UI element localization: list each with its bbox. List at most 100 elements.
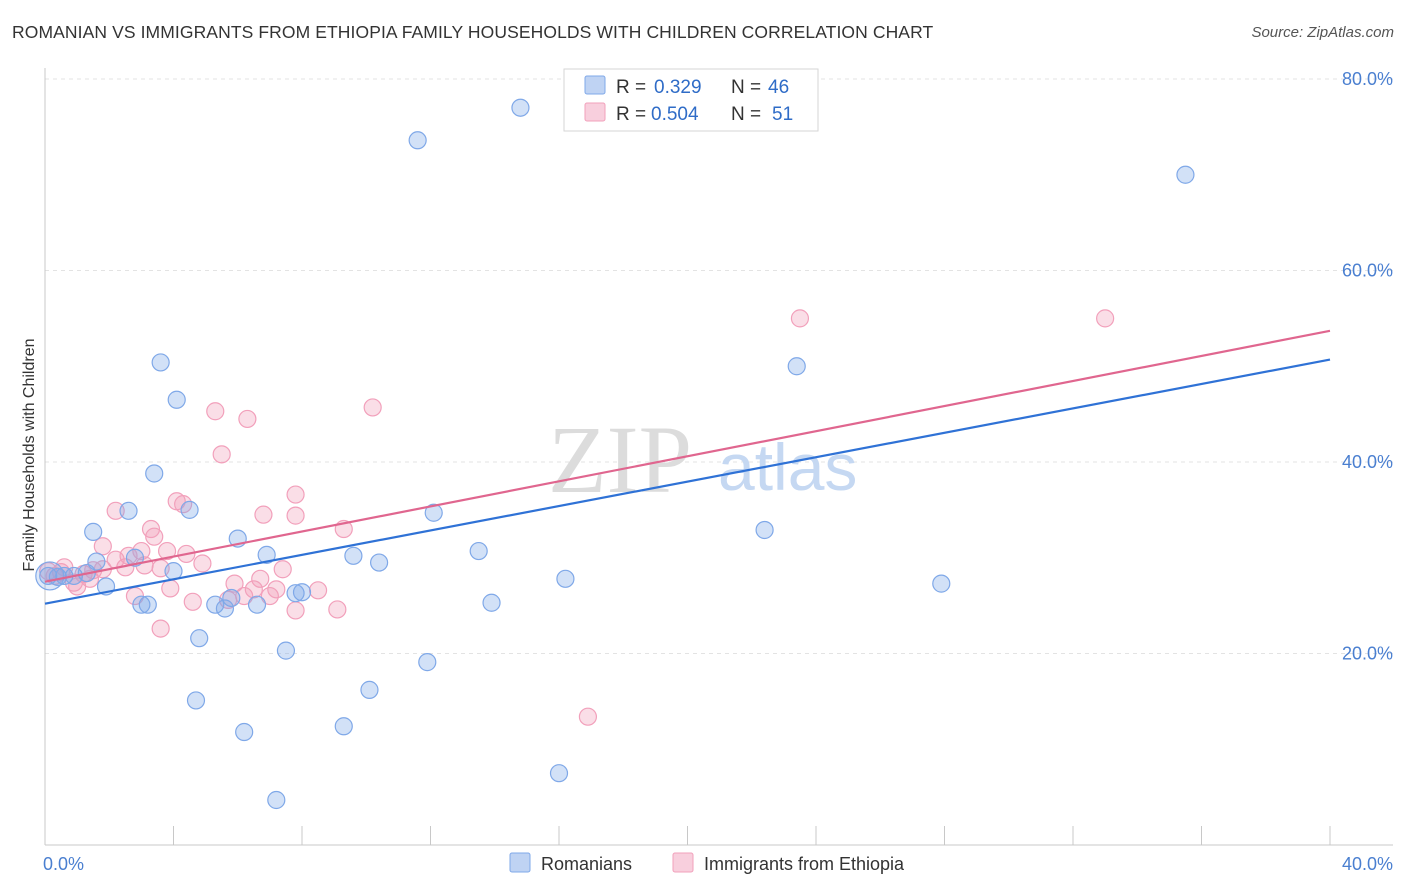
point-ethiopia — [286, 485, 305, 504]
point-ethiopia — [267, 580, 286, 599]
point-romanians — [482, 593, 501, 612]
point-ethiopia — [1096, 309, 1115, 328]
y-axis-title: Family Households with Children — [21, 339, 38, 572]
point-ethiopia — [193, 554, 212, 573]
point-ethiopia — [161, 579, 180, 598]
legend-r-value-1: 0.329 — [654, 77, 702, 98]
point-romanians — [145, 464, 164, 483]
point-ethiopia — [244, 580, 263, 599]
point-ethiopia — [93, 537, 112, 556]
point-ethiopia — [206, 402, 225, 421]
y-tick-labels: 20.0% 40.0% 60.0% 80.0% — [1342, 69, 1393, 664]
point-romanians — [408, 131, 427, 150]
point-romanians — [190, 629, 209, 648]
point-romanians — [215, 599, 234, 618]
bottom-legend-ethiopia: Immigrants from Ethiopia — [704, 854, 905, 874]
point-romanians — [1176, 165, 1195, 184]
point-romanians-cluster — [35, 561, 65, 591]
point-romanians — [84, 522, 103, 541]
bottom-legend-romanians: Romanians — [541, 854, 632, 874]
point-romanians — [186, 691, 206, 710]
x-tick-labels: 0.0% 40.0% — [43, 854, 1393, 874]
y-tick-label: 60.0% — [1342, 261, 1393, 281]
y-tick-label: 80.0% — [1342, 69, 1393, 89]
point-romanians — [247, 595, 267, 614]
point-romanians — [292, 583, 312, 602]
point-ethiopia — [328, 600, 347, 619]
legend-n-value-1: 46 — [768, 77, 789, 98]
point-romanians — [167, 390, 186, 409]
point-romanians — [549, 764, 569, 783]
watermark: ZIP atlas — [548, 406, 857, 513]
bottom-legend-swatch-ethiopia — [672, 852, 694, 873]
point-ethiopia — [151, 619, 170, 638]
point-romanians — [222, 588, 241, 608]
stats-legend: R = 0.329 N = 46 R = 0.504 N = 51 — [563, 68, 819, 132]
legend-swatch-romanians — [584, 75, 606, 95]
point-romanians — [755, 520, 774, 540]
legend-r-label-1: R = — [616, 77, 646, 98]
point-ethiopia — [273, 560, 292, 579]
point-ethiopia — [183, 592, 202, 611]
axes — [44, 68, 1393, 846]
point-romanians — [119, 501, 138, 520]
point-ethiopia — [225, 574, 244, 593]
point-romanians — [344, 546, 363, 565]
point-romanians — [87, 552, 106, 571]
point-romanians — [235, 722, 254, 742]
point-romanians — [151, 353, 170, 372]
point-romanians — [206, 595, 225, 614]
y-tick-label: 40.0% — [1342, 452, 1393, 472]
point-romanians — [787, 357, 806, 376]
point-romanians — [511, 98, 530, 117]
x-tick-label: 40.0% — [1342, 854, 1393, 874]
legend-r-value-2: 0.504 — [651, 104, 699, 125]
point-ethiopia — [286, 506, 305, 525]
point-ethiopia — [106, 501, 125, 520]
point-ethiopia — [790, 309, 810, 328]
point-romanians — [424, 503, 443, 522]
point-romanians — [286, 584, 305, 603]
point-ethiopia — [308, 581, 328, 600]
series-legend: Romanians Immigrants from Ethiopia — [509, 852, 905, 874]
point-romanians — [334, 717, 353, 736]
point-romanians — [932, 574, 951, 593]
trend-lines — [44, 329, 1331, 605]
point-romanians — [556, 569, 575, 588]
watermark-atlas: atlas — [718, 430, 857, 504]
point-ethiopia — [251, 569, 270, 588]
legend-swatch-ethiopia — [584, 102, 606, 122]
gridlines — [45, 78, 1393, 654]
point-romanians — [276, 641, 296, 660]
point-romanians — [257, 545, 276, 564]
point-romanians — [418, 653, 437, 672]
legend-n-label-1: N = — [731, 77, 761, 98]
point-romanians — [132, 595, 151, 614]
source-label: Source: ZipAtlas.com — [1251, 24, 1394, 41]
point-ethiopia — [254, 505, 273, 524]
trend-line-romanians — [44, 358, 1331, 605]
point-ethiopia — [578, 707, 598, 726]
point-romanians — [267, 790, 286, 810]
legend-r-label-2: R = — [616, 104, 646, 125]
point-romanians — [370, 553, 389, 572]
legend-n-label-2: N = — [731, 104, 761, 125]
point-ethiopia — [260, 586, 279, 606]
bottom-legend-swatch-romanians — [509, 852, 531, 873]
point-romanians — [125, 548, 145, 567]
point-romanians — [138, 595, 157, 614]
point-ethiopia — [363, 398, 382, 417]
point-ethiopia — [141, 519, 161, 539]
trend-line-ethiopia — [44, 329, 1331, 583]
point-ethiopia — [212, 445, 231, 464]
y-tick-label: 20.0% — [1342, 644, 1393, 664]
x-tick-label: 0.0% — [43, 854, 84, 874]
point-ethiopia — [157, 541, 177, 561]
legend-n-value-2: 51 — [772, 104, 793, 125]
point-romanians — [469, 541, 488, 561]
point-ethiopia — [238, 409, 257, 429]
point-romanians — [180, 500, 199, 519]
chart-title: ROMANIAN VS IMMIGRANTS FROM ETHIOPIA FAM… — [12, 22, 934, 42]
point-ethiopia — [132, 541, 151, 561]
